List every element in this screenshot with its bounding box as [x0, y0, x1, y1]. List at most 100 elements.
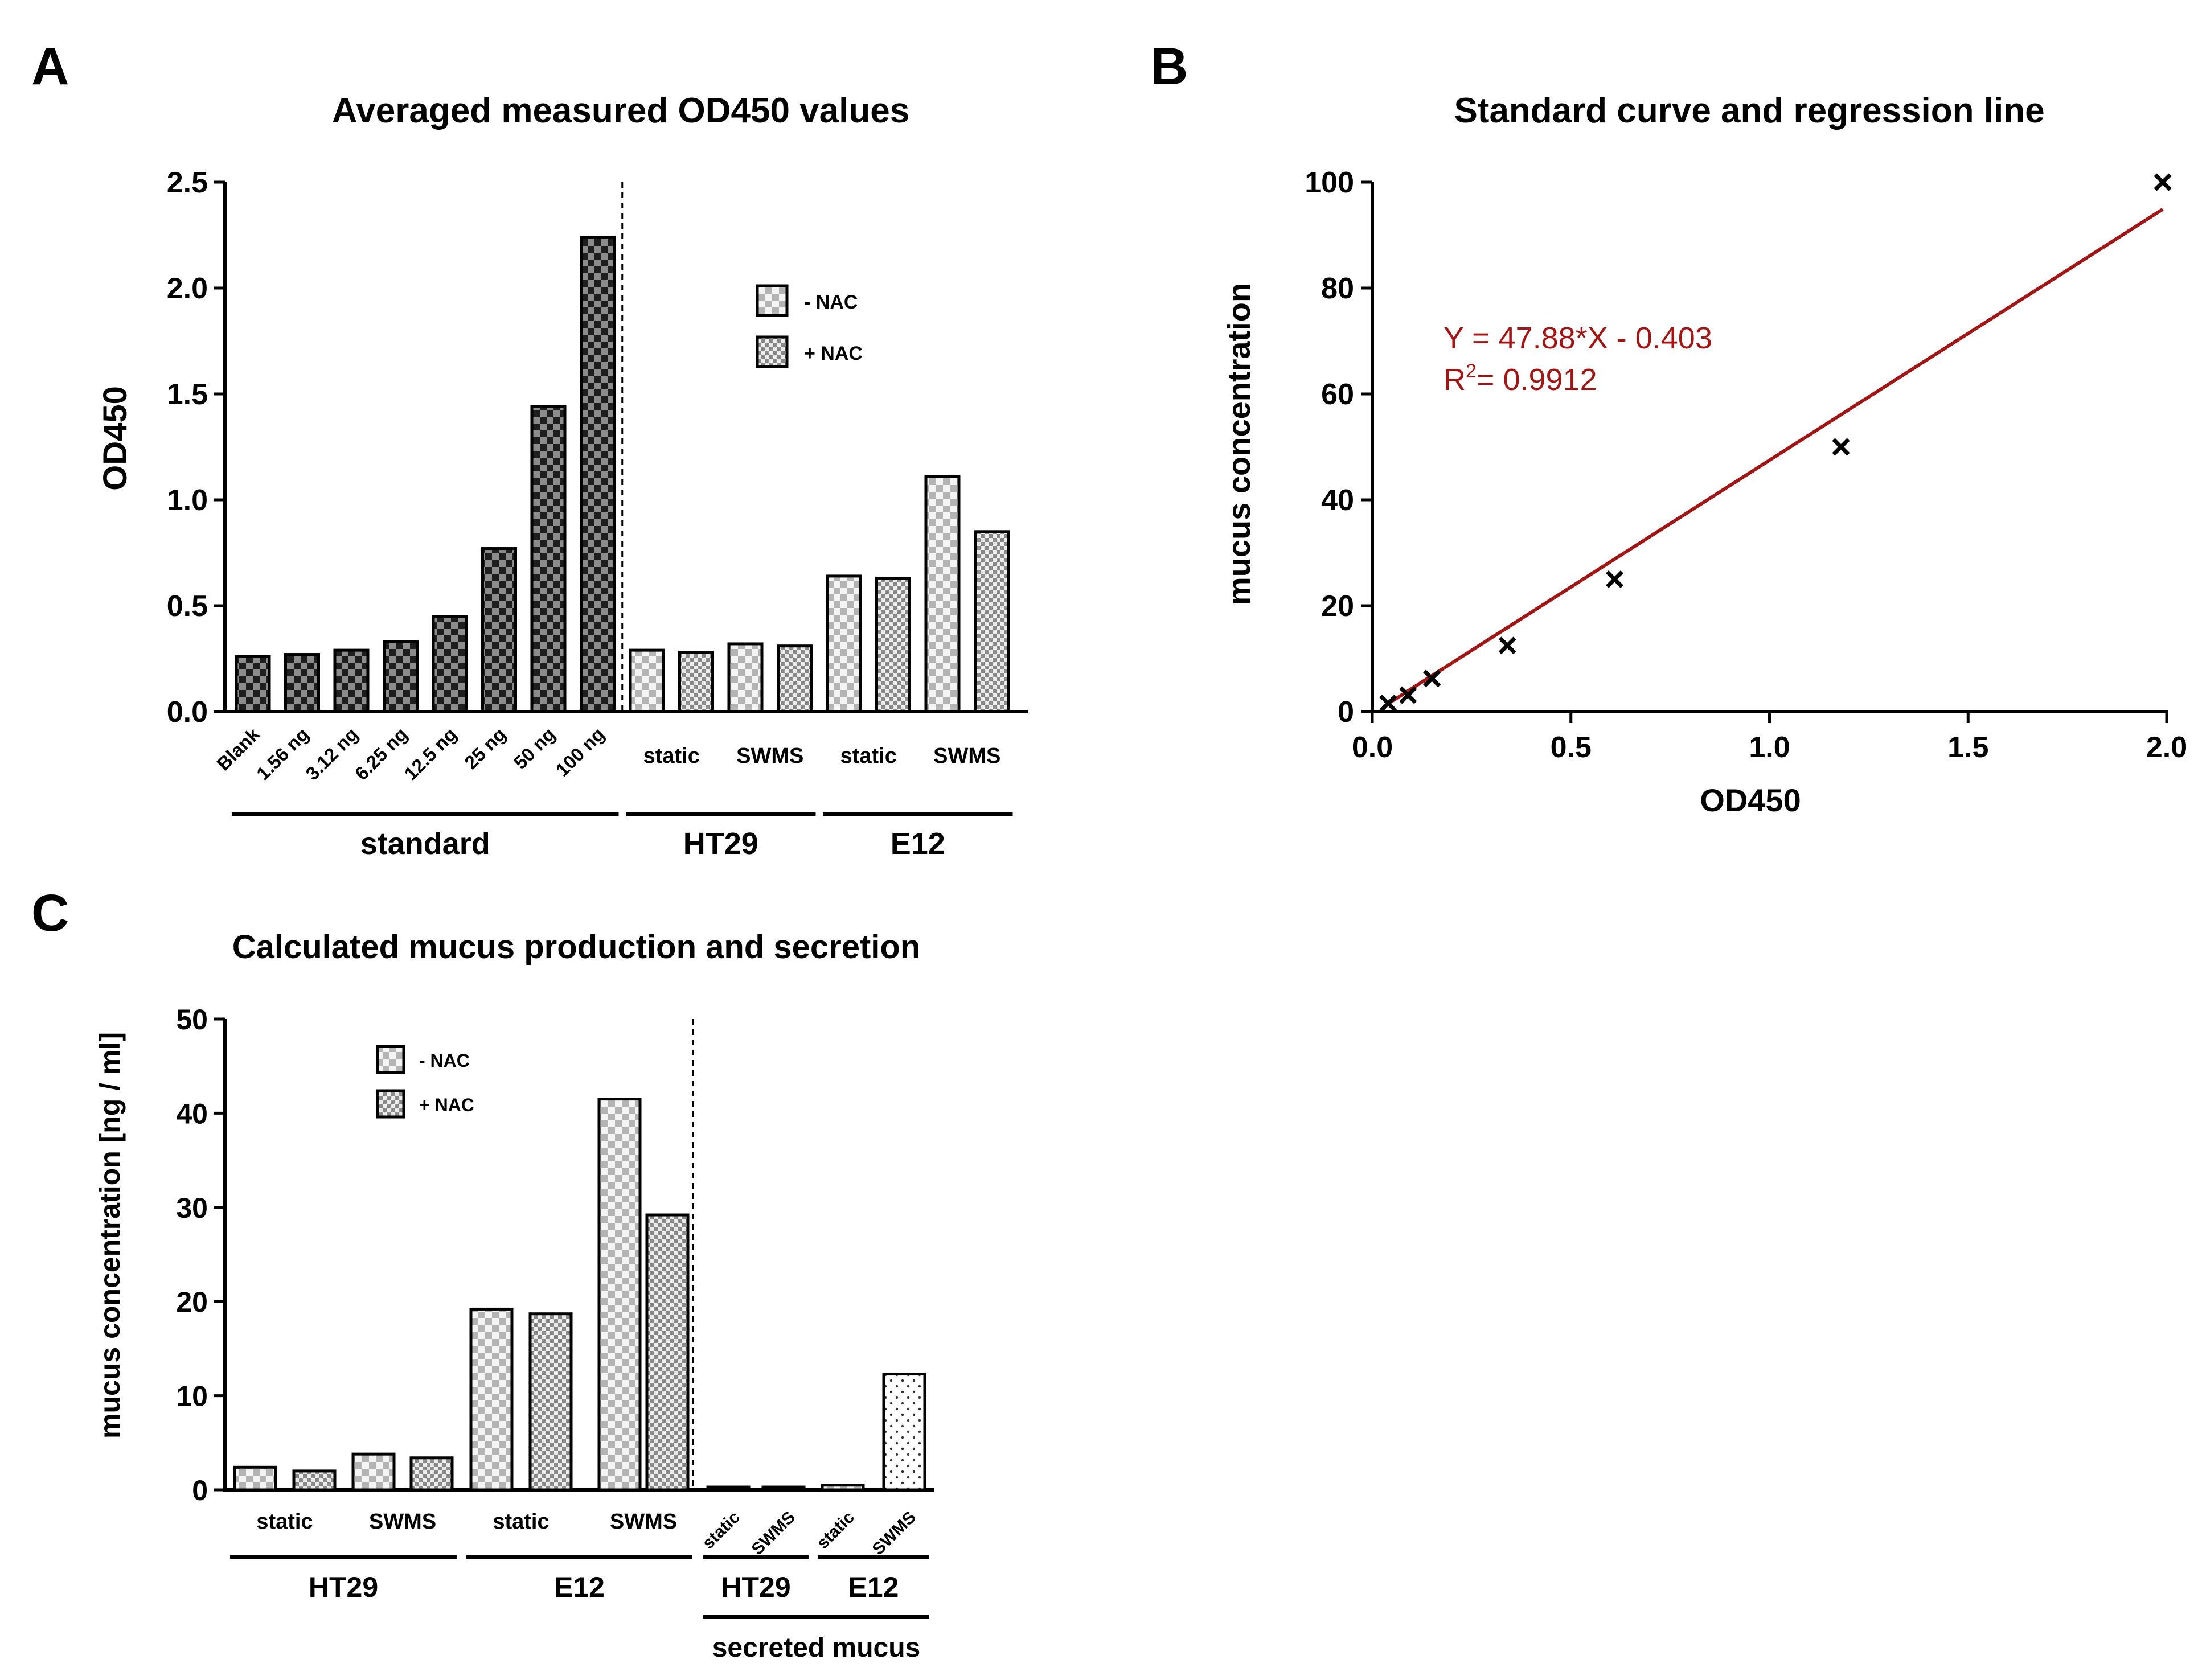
legend-label-a: + NAC [804, 343, 863, 364]
pair-label-c: static [699, 1508, 744, 1553]
bar-a [432, 615, 468, 713]
x-tick-label-a: 1.56 ng [252, 724, 313, 784]
supergroup-label-c: secreted mucus [712, 1633, 921, 1663]
pair-label-a: static [643, 744, 700, 768]
x-tick-label-a: 25 ng [460, 724, 510, 773]
legend-label-c: - NAC [419, 1050, 470, 1071]
x-tick-label-a: 3.12 ng [301, 724, 362, 784]
data-point-b [1423, 669, 1441, 688]
bar-a [924, 475, 961, 713]
pair-label-c: static [256, 1510, 313, 1534]
y-tick-label-a: 1.5 [167, 378, 208, 411]
bar-c [706, 1485, 751, 1492]
pair-label-a: SWMS [933, 744, 1000, 768]
y-tick-label-a: 2.5 [167, 166, 208, 199]
bar-a [629, 648, 665, 713]
x-tick-label-b: 0.0 [1352, 731, 1393, 764]
bar-a [481, 547, 517, 713]
panel-label-a: A [31, 38, 69, 96]
panel-a: A Averaged measured OD450 values OD450 0… [31, 38, 1028, 861]
y-tick-label-b: 100 [1305, 166, 1354, 199]
bar-a [777, 644, 813, 713]
pair-label-c: SWMS [610, 1510, 677, 1534]
y-tick-label-a: 0.0 [167, 696, 208, 729]
bar-c [645, 1213, 690, 1492]
data-point-b [1399, 686, 1417, 704]
pair-label-a: SWMS [736, 744, 803, 768]
pair-label-c: SWMS [369, 1510, 436, 1534]
bar-c [882, 1373, 926, 1492]
r-squared: R2= 0.9912 [1444, 360, 1597, 397]
y-tick-label-c: 50 [176, 1004, 208, 1036]
x-tick-label-a: 100 ng [551, 724, 608, 781]
legend-label-c: + NAC [419, 1095, 474, 1115]
bar-a [678, 651, 714, 713]
regression-line [1383, 208, 2164, 708]
bar-c [469, 1307, 514, 1492]
y-tick-label-a: 1.0 [167, 484, 208, 517]
y-tick-label-b: 40 [1321, 484, 1354, 517]
group-label-c: HT29 [309, 1571, 378, 1603]
panel-b: B Standard curve and regression line muc… [1150, 38, 2187, 818]
chart-title-b: Standard curve and regression line [1454, 91, 2044, 130]
y-tick-label-b: 60 [1321, 378, 1354, 411]
data-point-b [1832, 438, 1850, 456]
bar-c [528, 1312, 573, 1492]
legend-swatch-a [756, 335, 789, 368]
bar-c [292, 1469, 337, 1492]
group-label-a: standard [360, 827, 490, 861]
y-tick-label-c: 40 [176, 1098, 208, 1129]
bar-a [727, 642, 764, 713]
bar-c [351, 1452, 396, 1492]
pair-label-c: SWMS [869, 1508, 920, 1559]
data-point-b [1606, 570, 1623, 588]
y-tick-label-a: 2.0 [167, 272, 208, 305]
bar-c [233, 1465, 277, 1492]
y-axis-label-a: OD450 [97, 386, 134, 491]
y-tick-label-c: 10 [176, 1381, 208, 1412]
bar-a [875, 577, 911, 713]
pair-label-c: SWMS [748, 1508, 799, 1559]
x-tick-label-b: 2.0 [2146, 731, 2187, 764]
data-point-b [1498, 636, 1516, 655]
legend-swatch-c [376, 1045, 405, 1074]
group-label-a: HT29 [683, 827, 758, 861]
y-axis-label-b: mucus concentration [1221, 283, 1257, 605]
bar-a [530, 405, 567, 713]
y-tick-label-b: 80 [1321, 272, 1354, 305]
x-tick-label-a: 6.25 ng [351, 724, 412, 784]
scatter-chart-b: 0 20 40 60 80 100 0.0 0.5 1.0 1.5 2.0 [1305, 166, 2187, 764]
bar-c [821, 1484, 865, 1492]
x-tick-label-b: 1.0 [1749, 731, 1790, 764]
panel-label-b: B [1150, 38, 1188, 96]
x-tick-label-b: 0.5 [1551, 731, 1592, 764]
bar-a [235, 655, 271, 713]
legend-swatch-a [756, 284, 789, 317]
x-tick-label-a: 12.5 ng [400, 724, 461, 784]
regression-equation: Y = 47.88*X - 0.403 [1444, 321, 1712, 355]
chart-title-c: Calculated mucus production and secretio… [232, 929, 921, 966]
y-tick-label-a: 0.5 [167, 590, 208, 623]
pair-label-c: static [813, 1508, 858, 1553]
bar-c [409, 1456, 454, 1492]
x-tick-label-b: 1.5 [1947, 731, 1988, 764]
y-tick-label-b: 0 [1338, 696, 1354, 729]
data-point-b [1379, 695, 1397, 712]
bar-a [333, 648, 370, 713]
bar-a [383, 640, 419, 713]
bar-c [597, 1098, 642, 1492]
chart-title-a: Averaged measured OD450 values [332, 91, 909, 130]
y-tick-label-b: 20 [1321, 590, 1354, 623]
bar-a [284, 653, 320, 713]
bar-a [974, 530, 1010, 713]
x-axis-label-b: OD450 [1700, 782, 1801, 818]
y-tick-label-c: 0 [192, 1474, 208, 1506]
pair-label-a: static [840, 744, 897, 768]
y-axis-label-c: mucus concentration [ng / ml] [94, 1032, 126, 1439]
pair-label-c: static [493, 1510, 549, 1534]
bar-c [761, 1485, 806, 1492]
group-label-c: E12 [848, 1571, 899, 1603]
